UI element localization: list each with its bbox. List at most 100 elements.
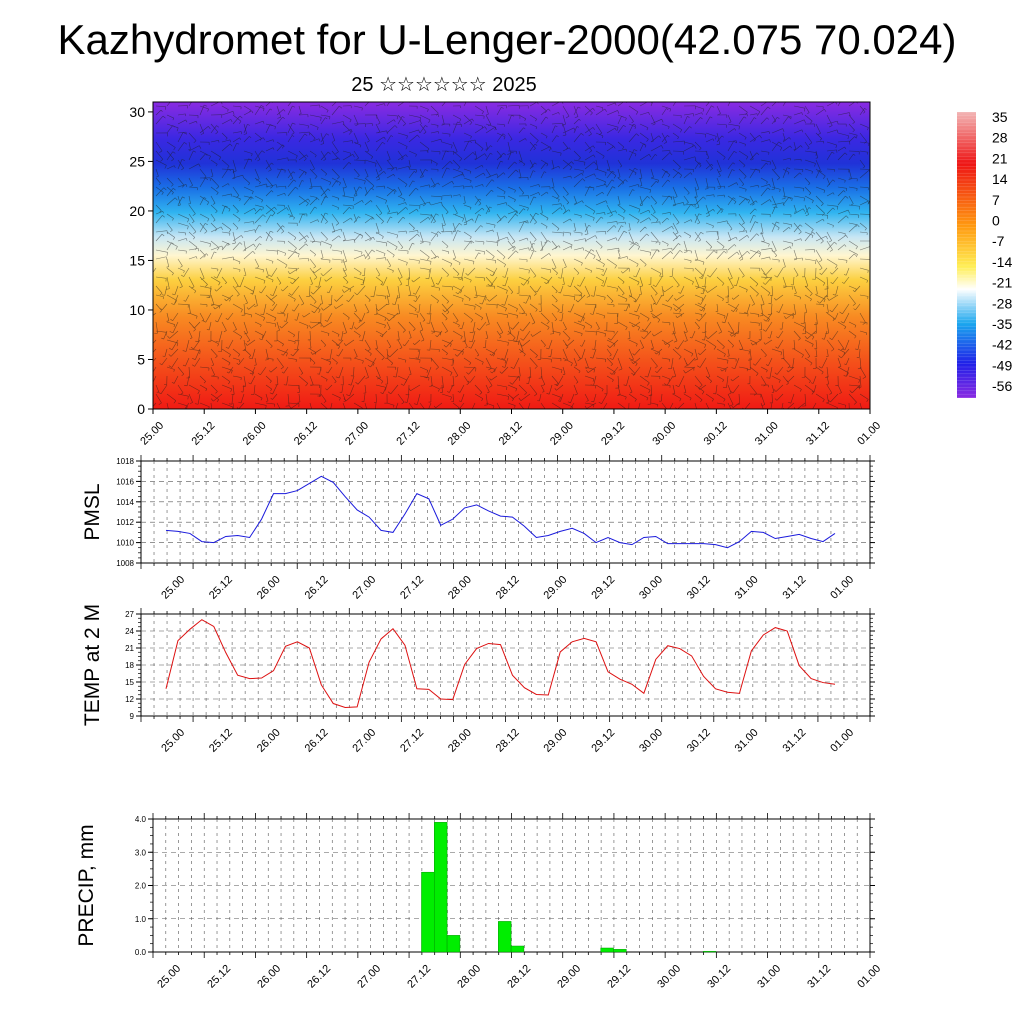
- pmsl-x-tick-label: 31.00: [733, 574, 761, 602]
- pmsl-series-line: [165, 475, 836, 549]
- precip-y-tick-label: 2.0: [135, 882, 147, 891]
- temp-x-tick-label: 25.00: [159, 727, 187, 755]
- temp-x-tick-label: 27.00: [350, 727, 378, 755]
- temp-x-tick-label: 01.00: [828, 727, 856, 755]
- precip-x-tick-label: 29.12: [605, 963, 633, 991]
- temp-x-tick-label: 30.12: [685, 727, 713, 755]
- pmsl-y-tick-label: 1016: [116, 477, 134, 486]
- heatmap-y-tick-label: 20: [129, 203, 145, 219]
- heatmap-y-tick-label: 25: [129, 153, 145, 169]
- pmsl-x-tick-label: 25.00: [159, 574, 187, 602]
- heatmap-x-tick-label: 30.12: [702, 420, 730, 448]
- pmsl-x-tick-label: 29.00: [542, 574, 570, 602]
- temp-x-tick-label: 28.12: [494, 727, 522, 755]
- temp-y-tick-label: 21: [125, 644, 134, 653]
- temp-x-tick-label: 26.00: [255, 727, 283, 755]
- temp-y-tick-label: 15: [125, 678, 134, 687]
- heatmap-x-tick-label: 28.00: [446, 420, 474, 448]
- heatmap-y-tick-label: 5: [137, 351, 145, 367]
- pmsl-x-tick-label: 28.00: [446, 574, 474, 602]
- pmsl-y-tick-label: 1008: [116, 559, 134, 568]
- heatmap-x-tick-label: 28.12: [497, 420, 525, 448]
- colorbar-label: -56: [992, 378, 1012, 394]
- heatmap-x-tick-label: 31.12: [804, 420, 832, 448]
- precip-y-tick-label: 1.0: [135, 915, 147, 924]
- heatmap-x-tick-label: 31.00: [753, 420, 781, 448]
- heatmap-x-tick-label: 27.12: [394, 420, 422, 448]
- temp-x-tick-label: 30.00: [637, 727, 665, 755]
- temp-x-tick-label: 29.12: [589, 727, 617, 755]
- precip-x-tick-label: 29.00: [555, 963, 583, 991]
- colorbar-label: -21: [992, 275, 1012, 291]
- colorbar-label: -7: [992, 233, 1005, 249]
- precip-bar: [510, 945, 525, 953]
- colorbar-label: 21: [992, 150, 1008, 166]
- pmsl-x-tick-label: 30.00: [637, 574, 665, 602]
- heatmap-y-tick-label: 10: [129, 302, 145, 318]
- temp-x-tick-label: 26.12: [303, 727, 331, 755]
- temp-y-tick-label: 12: [125, 695, 134, 704]
- heatmap-x-tick-label: 27.00: [343, 420, 371, 448]
- pmsl-x-tick-label: 28.12: [494, 574, 522, 602]
- precip-y-tick-label: 4.0: [135, 815, 147, 824]
- colorbar-label: -49: [992, 357, 1012, 373]
- chart-title: Kazhydromet for U-Lenger-2000(42.075 70.…: [57, 16, 957, 63]
- precip-x-tick-label: 28.00: [455, 963, 483, 991]
- pmsl-x-tick-label: 26.12: [303, 574, 331, 602]
- precip-bar: [613, 949, 627, 953]
- precip-x-tick-label: 30.00: [655, 963, 683, 991]
- colorbar: [957, 112, 976, 398]
- heatmap-x-tick-label: 25.00: [138, 420, 166, 448]
- precip-x-tick-label: 26.12: [305, 963, 333, 991]
- precip-bar: [421, 871, 435, 953]
- temp-y-tick-label: 24: [125, 627, 134, 636]
- precip-x-tick-label: 27.00: [355, 963, 383, 991]
- pmsl-y-tick-label: 1010: [116, 539, 134, 548]
- heatmap-y-tick-label: 0: [137, 401, 145, 417]
- colorbar-label: 28: [992, 130, 1008, 146]
- heatmap-x-tick-label: 26.12: [292, 420, 320, 448]
- precip-y-tick-label: 3.0: [135, 848, 147, 857]
- precip-bar: [600, 947, 614, 953]
- precip-bar: [702, 951, 717, 953]
- temp-y-tick-label: 27: [125, 610, 134, 619]
- colorbar-label: 0: [992, 213, 1000, 229]
- temp-y-axis-title: TEMP at 2 M: [81, 604, 104, 726]
- precip-x-tick-label: 30.12: [705, 963, 733, 991]
- precip-y-axis-title: PRECIP, mm: [75, 824, 98, 946]
- temp-x-tick-label: 31.00: [733, 727, 761, 755]
- precip-x-tick-label: 25.00: [155, 963, 183, 991]
- colorbar-label: -14: [992, 254, 1012, 270]
- precip-x-tick-label: 25.12: [205, 963, 233, 991]
- temp-x-tick-label: 25.12: [207, 727, 235, 755]
- heatmap-x-tick-label: 01.00: [855, 420, 883, 448]
- colorbar-label: 14: [992, 171, 1008, 187]
- pmsl-x-tick-label: 27.12: [398, 574, 426, 602]
- precip-x-tick-label: 31.12: [805, 963, 833, 991]
- wind-vector-overlay: [153, 102, 870, 409]
- pmsl-x-tick-label: 26.00: [255, 574, 283, 602]
- pmsl-y-tick-label: 1018: [116, 457, 134, 466]
- temp-y-tick-label: 9: [130, 712, 135, 721]
- colorbar-label: -35: [992, 316, 1012, 332]
- heatmap-x-tick-label: 30.00: [650, 420, 678, 448]
- temp-series-line: [165, 619, 836, 709]
- colorbar-label: 7: [992, 192, 1000, 208]
- precip-bar: [446, 935, 461, 953]
- heatmap-x-tick-label: 29.12: [599, 420, 627, 448]
- heatmap-x-tick-label: 25.12: [189, 420, 217, 448]
- heatmap-y-tick-label: 30: [129, 104, 145, 120]
- precip-bar: [434, 822, 448, 953]
- colorbar-label: -28: [992, 295, 1012, 311]
- colorbar-label: -42: [992, 337, 1012, 353]
- heatmap-y-tick-label: 15: [129, 252, 145, 268]
- pmsl-x-tick-label: 31.12: [780, 574, 808, 602]
- precip-x-tick-label: 28.12: [505, 963, 533, 991]
- precip-x-tick-label: 27.12: [405, 963, 433, 991]
- pmsl-x-tick-label: 29.12: [589, 574, 617, 602]
- precip-bar: [498, 921, 512, 953]
- pmsl-x-tick-label: 30.12: [685, 574, 713, 602]
- pmsl-y-axis-title: PMSL: [81, 483, 104, 540]
- temp-y-tick-label: 18: [125, 661, 134, 670]
